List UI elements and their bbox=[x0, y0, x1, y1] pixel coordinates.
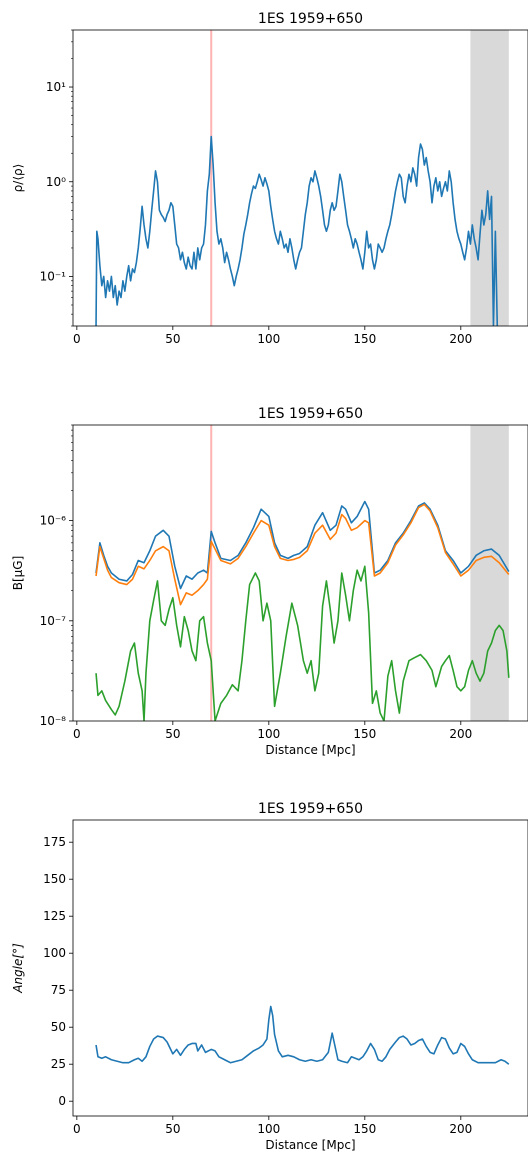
y-tick-label: 75 bbox=[51, 983, 66, 997]
y-tick-label: 10⁻¹ bbox=[40, 269, 67, 283]
shaded-region bbox=[470, 425, 509, 721]
y-tick-label: 150 bbox=[43, 872, 66, 886]
x-tick-label: 200 bbox=[449, 332, 472, 346]
y-tick-label: 10⁰ bbox=[46, 175, 66, 189]
x-tick-label: 150 bbox=[353, 727, 376, 741]
x-tick-label: 50 bbox=[165, 332, 180, 346]
x-tick-label: 150 bbox=[353, 1122, 376, 1136]
y-tick-label: 10⁻⁶ bbox=[40, 514, 67, 528]
x-tick-label: 50 bbox=[165, 1122, 180, 1136]
x-tick-label: 50 bbox=[165, 727, 180, 741]
series-line-orange bbox=[95, 503, 510, 606]
y-axis-label: B[μG] bbox=[11, 556, 25, 591]
y-tick-label: 100 bbox=[43, 946, 66, 960]
y-tick-label: 125 bbox=[43, 909, 66, 923]
y-axis-label: ρ/⟨ρ⟩ bbox=[11, 164, 25, 193]
x-tick-label: 0 bbox=[73, 332, 81, 346]
x-tick-label: 100 bbox=[257, 727, 280, 741]
x-tick-label: 150 bbox=[353, 332, 376, 346]
x-tick-label: 100 bbox=[257, 1122, 280, 1136]
x-tick-label: 100 bbox=[257, 332, 280, 346]
panel-1: 0 50 100 150 200 10⁻¹ 10⁰ 10¹ 1ES 1959+650 ρ/⟨ρ⟩ bbox=[11, 11, 528, 346]
axes-frame bbox=[72, 29, 528, 327]
x-tick-label: 0 bbox=[73, 1122, 81, 1136]
panel-2: 0 50 100 150 200 10⁻⁸ 10⁻⁷ 10⁻⁶ 1ES 1959+650 Dist… bbox=[11, 406, 528, 757]
y-tick-label: 25 bbox=[51, 1057, 66, 1071]
shaded-region bbox=[470, 30, 509, 326]
chart-title: 1ES 1959+650 bbox=[258, 801, 363, 817]
y-tick-label: 10¹ bbox=[46, 80, 66, 94]
x-tick-label: 0 bbox=[73, 727, 81, 741]
y-tick-label: 10⁻⁷ bbox=[40, 614, 67, 628]
x-tick-label: 200 bbox=[449, 1122, 472, 1136]
x-axis-label: Distance [Mpc] bbox=[265, 743, 355, 757]
series-line-green bbox=[95, 565, 510, 721]
y-tick-label: 0 bbox=[58, 1094, 66, 1108]
series-line-blue bbox=[95, 500, 510, 590]
y-tick-label: 10⁻⁸ bbox=[40, 714, 67, 728]
series-line-blue bbox=[95, 135, 499, 326]
axes-frame bbox=[72, 819, 528, 1117]
x-axis-label: Distance [Mpc] bbox=[265, 1138, 355, 1152]
chart-title: 1ES 1959+650 bbox=[258, 11, 363, 27]
x-tick-label: 200 bbox=[449, 727, 472, 741]
chart-title: 1ES 1959+650 bbox=[258, 406, 363, 422]
y-tick-label: 175 bbox=[43, 835, 66, 849]
series-line-blue bbox=[95, 1005, 510, 1065]
y-axis-label: Angle[°] bbox=[11, 943, 25, 994]
y-tick-label: 50 bbox=[51, 1020, 66, 1034]
panel-3: 0 50 100 150 200 0 25 50 75 100 125 150 175 1ES 1959+… bbox=[11, 801, 528, 1152]
